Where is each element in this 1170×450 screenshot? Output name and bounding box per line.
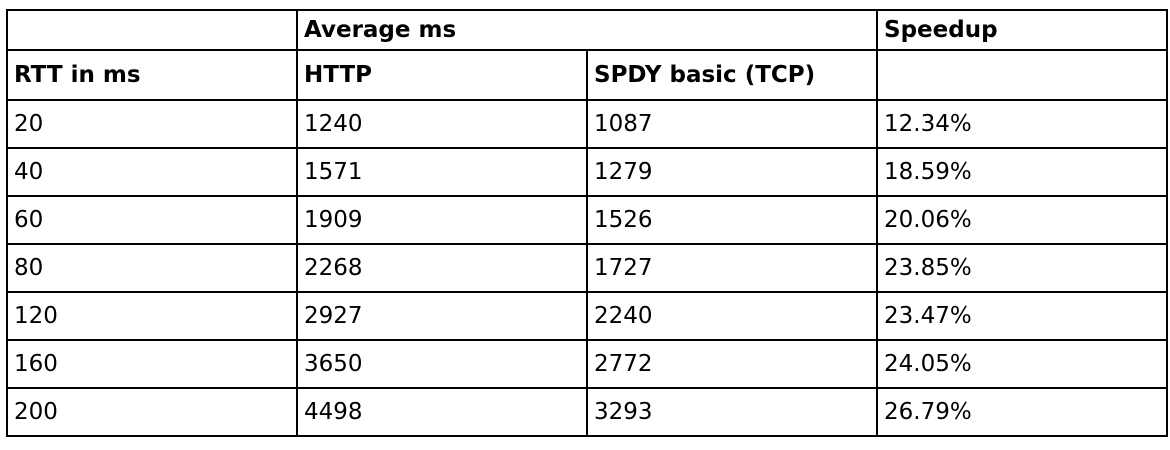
table-cell: 20 <box>6 99 298 149</box>
column-header: HTTP <box>296 49 588 101</box>
table-cell: 3650 <box>296 339 588 389</box>
table-cell: 1087 <box>585 99 879 149</box>
table-cell: 1909 <box>296 195 588 245</box>
table-cell: 24.05% <box>876 339 1169 389</box>
table-row: 80 2268 1727 23.85% <box>6 243 1169 293</box>
column-header: SPDY basic (TCP) <box>585 49 879 101</box>
header-row: RTT in ms HTTP SPDY basic (TCP) <box>6 49 1169 101</box>
table-cell: 1279 <box>585 147 879 197</box>
table-cell: 1240 <box>296 99 588 149</box>
table-cell: 2240 <box>585 291 879 341</box>
table-cell: 2772 <box>585 339 879 389</box>
table-row: 200 4498 3293 26.79% <box>6 387 1169 437</box>
table-row: 40 1571 1279 18.59% <box>6 147 1169 197</box>
empty-cell <box>6 9 298 51</box>
table-cell: 23.85% <box>876 243 1169 293</box>
table-cell: 23.47% <box>876 291 1169 341</box>
table-cell: 26.79% <box>876 387 1169 437</box>
table-cell: 160 <box>6 339 298 389</box>
table-row: 160 3650 2772 24.05% <box>6 339 1169 389</box>
table-row: 120 2927 2240 23.47% <box>6 291 1169 341</box>
table-cell: 2927 <box>296 291 588 341</box>
table-cell: 60 <box>6 195 298 245</box>
header-row: Average ms Speedup <box>6 9 1169 51</box>
table-cell: 20.06% <box>876 195 1169 245</box>
group-header: Speedup <box>876 9 1169 51</box>
table-cell: 200 <box>6 387 298 437</box>
table-cell: 1727 <box>585 243 879 293</box>
results-table: Average ms Speedup RTT in ms HTTP SPDY bas… <box>6 9 1169 437</box>
table-cell: 4498 <box>296 387 588 437</box>
table-cell: 12.34% <box>876 99 1169 149</box>
table-cell: 80 <box>6 243 298 293</box>
table-cell: 2268 <box>296 243 588 293</box>
group-header: Average ms <box>295 9 879 51</box>
table-cell: 120 <box>6 291 298 341</box>
column-header: RTT in ms <box>6 49 298 101</box>
table-cell: 1526 <box>585 195 879 245</box>
table-row: 20 1240 1087 12.34% <box>6 99 1169 149</box>
table-cell: 3293 <box>585 387 879 437</box>
table-cell: 1571 <box>296 147 588 197</box>
table-row: 60 1909 1526 20.06% <box>6 195 1169 245</box>
table-body: 20 1240 1087 12.34% 40 1571 1279 18.59% 60 1909 15… <box>6 99 1169 437</box>
table-cell: 40 <box>6 147 298 197</box>
table-cell: 18.59% <box>876 147 1169 197</box>
empty-cell <box>876 49 1169 101</box>
